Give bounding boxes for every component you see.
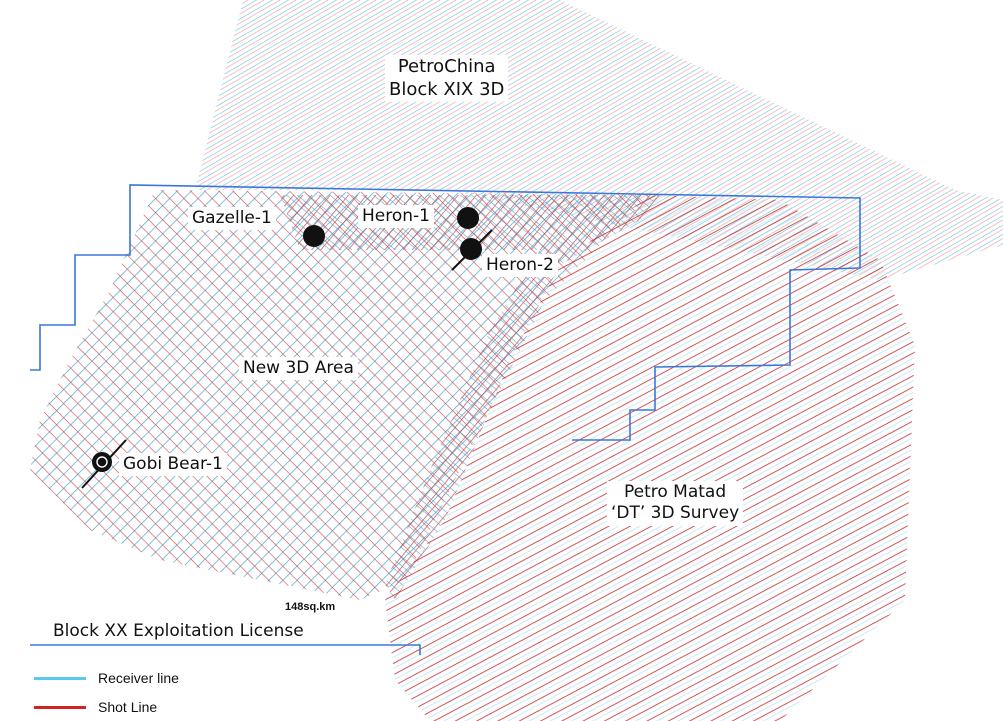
label-heron-2: Heron-2 <box>482 254 558 278</box>
legend-shot-swatch <box>34 705 86 709</box>
label-gazelle-1: Gazelle-1 <box>188 207 276 231</box>
legend-item-receiver: Receiver line <box>34 670 179 686</box>
legend-shot-label: Shot Line <box>98 699 158 715</box>
block-xx-license-boundary-bottom <box>30 644 421 655</box>
well-heron-1 <box>457 207 479 229</box>
well-gobi-bear-1 <box>81 439 127 489</box>
new-3d-area <box>30 190 650 600</box>
label-petrochina-line2: Block XIX 3D <box>389 78 505 100</box>
label-petrochina-line1: PetroChina <box>397 56 496 77</box>
label-petro-matad-line1: Petro Matad <box>623 482 727 502</box>
well-heron-2 <box>451 229 493 271</box>
label-petro-matad: Petro Matad ‘DT’ 3D Survey <box>607 481 744 526</box>
block-xx-license-boundary <box>30 184 861 441</box>
legend-receiver-label: Receiver line <box>98 670 179 686</box>
well-gazelle-1 <box>303 225 325 247</box>
label-new-3d-area: New 3D Area <box>239 357 358 381</box>
label-petrochina: PetroChina Block XIX 3D <box>385 55 509 102</box>
label-petro-matad-line2: ‘DT’ 3D Survey <box>611 503 740 524</box>
overlap-zone <box>280 195 660 600</box>
label-block-xx-license: Block XX Exploitation License <box>49 621 308 643</box>
legend-receiver-swatch <box>34 676 86 680</box>
label-area: 148sq.km <box>285 601 336 613</box>
legend-item-shot: Shot Line <box>34 699 157 715</box>
label-heron-1: Heron-1 <box>358 205 434 229</box>
petro-matad-dt-survey-area <box>385 195 915 721</box>
label-gobi-bear-1: Gobi Bear-1 <box>119 453 227 477</box>
